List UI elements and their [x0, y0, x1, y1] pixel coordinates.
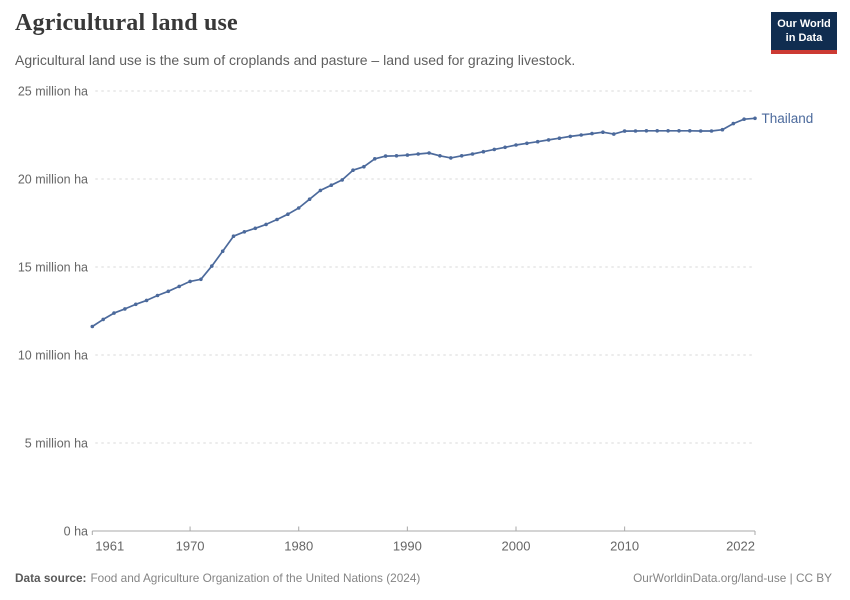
thailand-line [91, 117, 756, 328]
data-point-marker [601, 130, 605, 134]
data-point-marker [231, 234, 236, 238]
data-point-marker [568, 134, 573, 139]
data-point-marker [188, 279, 192, 284]
data-point-marker [557, 136, 562, 140]
y-tick-label: 10 million ha [18, 349, 88, 363]
data-point-marker [459, 154, 464, 158]
y-tick-label: 5 million ha [25, 437, 88, 451]
data-point-marker [275, 217, 279, 222]
data-point-marker [134, 302, 138, 307]
data-point-marker [242, 230, 247, 234]
data-point-marker [307, 197, 312, 201]
data-point-marker [514, 143, 518, 147]
data-point-marker [753, 116, 757, 121]
x-tick-label: 2010 [610, 539, 639, 554]
data-point-marker [535, 139, 540, 144]
data-point-marker [525, 141, 529, 146]
footer-source: Data source: Food and Agriculture Organiz… [15, 571, 420, 585]
data-point-marker [688, 129, 692, 133]
data-point-marker [373, 157, 377, 161]
data-point-marker [427, 151, 431, 155]
data-point-marker [329, 183, 334, 187]
data-point-marker [101, 317, 105, 322]
owid-logo-line2: in Data [785, 32, 823, 45]
y-tick-label: 0 ha [64, 525, 88, 539]
data-point-marker [612, 132, 616, 136]
footer-source-label: Data source: [15, 571, 87, 585]
data-point-marker [123, 307, 127, 311]
data-point-marker [644, 129, 649, 133]
data-point-marker [438, 154, 442, 158]
x-tick-label: 1980 [284, 539, 313, 554]
x-tick-label: 1990 [393, 539, 422, 554]
data-point-marker [210, 264, 214, 268]
data-point-marker [720, 127, 725, 132]
footer-credit: OurWorldinData.org/land-use | CC BY [633, 571, 832, 585]
x-tick-label: 2022 [726, 539, 755, 554]
data-point-marker [296, 206, 301, 210]
entity-label: Thailand [762, 111, 814, 126]
y-tick-label: 15 million ha [18, 261, 88, 275]
data-point-marker [742, 117, 746, 121]
y-tick-label: 25 million ha [18, 85, 88, 99]
data-point-marker [220, 249, 225, 253]
x-tick-label: 1961 [95, 539, 124, 554]
data-point-marker [481, 149, 486, 154]
data-point-marker [698, 129, 703, 133]
y-tick-label: 20 million ha [18, 173, 88, 187]
data-point-marker [709, 129, 714, 133]
data-point-marker [394, 154, 399, 158]
data-point-marker [405, 153, 410, 157]
data-point-marker [155, 293, 160, 298]
data-point-marker [470, 152, 475, 156]
data-point-marker [340, 178, 345, 182]
data-point-marker [318, 188, 323, 193]
data-point-marker [731, 121, 736, 126]
data-point-marker [546, 138, 551, 142]
data-point-marker [503, 145, 507, 150]
data-point-marker [144, 298, 149, 303]
data-point-marker [112, 311, 116, 315]
data-point-marker [199, 277, 203, 282]
data-point-marker [633, 129, 638, 133]
data-point-marker [579, 133, 583, 137]
data-point-marker [449, 156, 453, 160]
data-point-marker [264, 222, 268, 227]
chart-footer: Data source: Food and Agriculture Organiz… [15, 571, 832, 585]
data-point-marker [622, 129, 627, 133]
data-point-marker [416, 152, 421, 156]
footer-source-text: Food and Agriculture Organization of the… [90, 571, 421, 585]
chart-subtitle: Agricultural land use is the sum of crop… [15, 52, 576, 68]
data-point-marker [362, 164, 366, 169]
page-title: Agricultural land use [15, 10, 238, 36]
data-point-marker [590, 131, 594, 136]
x-tick-label: 2000 [502, 539, 531, 554]
owid-logo: Our World in Data [771, 12, 837, 54]
data-point-marker [90, 324, 95, 329]
data-point-marker [253, 226, 258, 231]
data-point-marker [492, 147, 497, 152]
data-point-marker [666, 129, 670, 133]
data-point-marker [677, 129, 681, 133]
x-tick-label: 1970 [176, 539, 205, 554]
data-point-marker [166, 289, 171, 294]
data-point-marker [286, 212, 290, 216]
owid-logo-line1: Our World [777, 18, 831, 30]
data-point-marker [351, 168, 355, 172]
data-point-marker [383, 154, 388, 158]
data-point-marker [177, 284, 181, 289]
data-point-marker [655, 129, 659, 133]
